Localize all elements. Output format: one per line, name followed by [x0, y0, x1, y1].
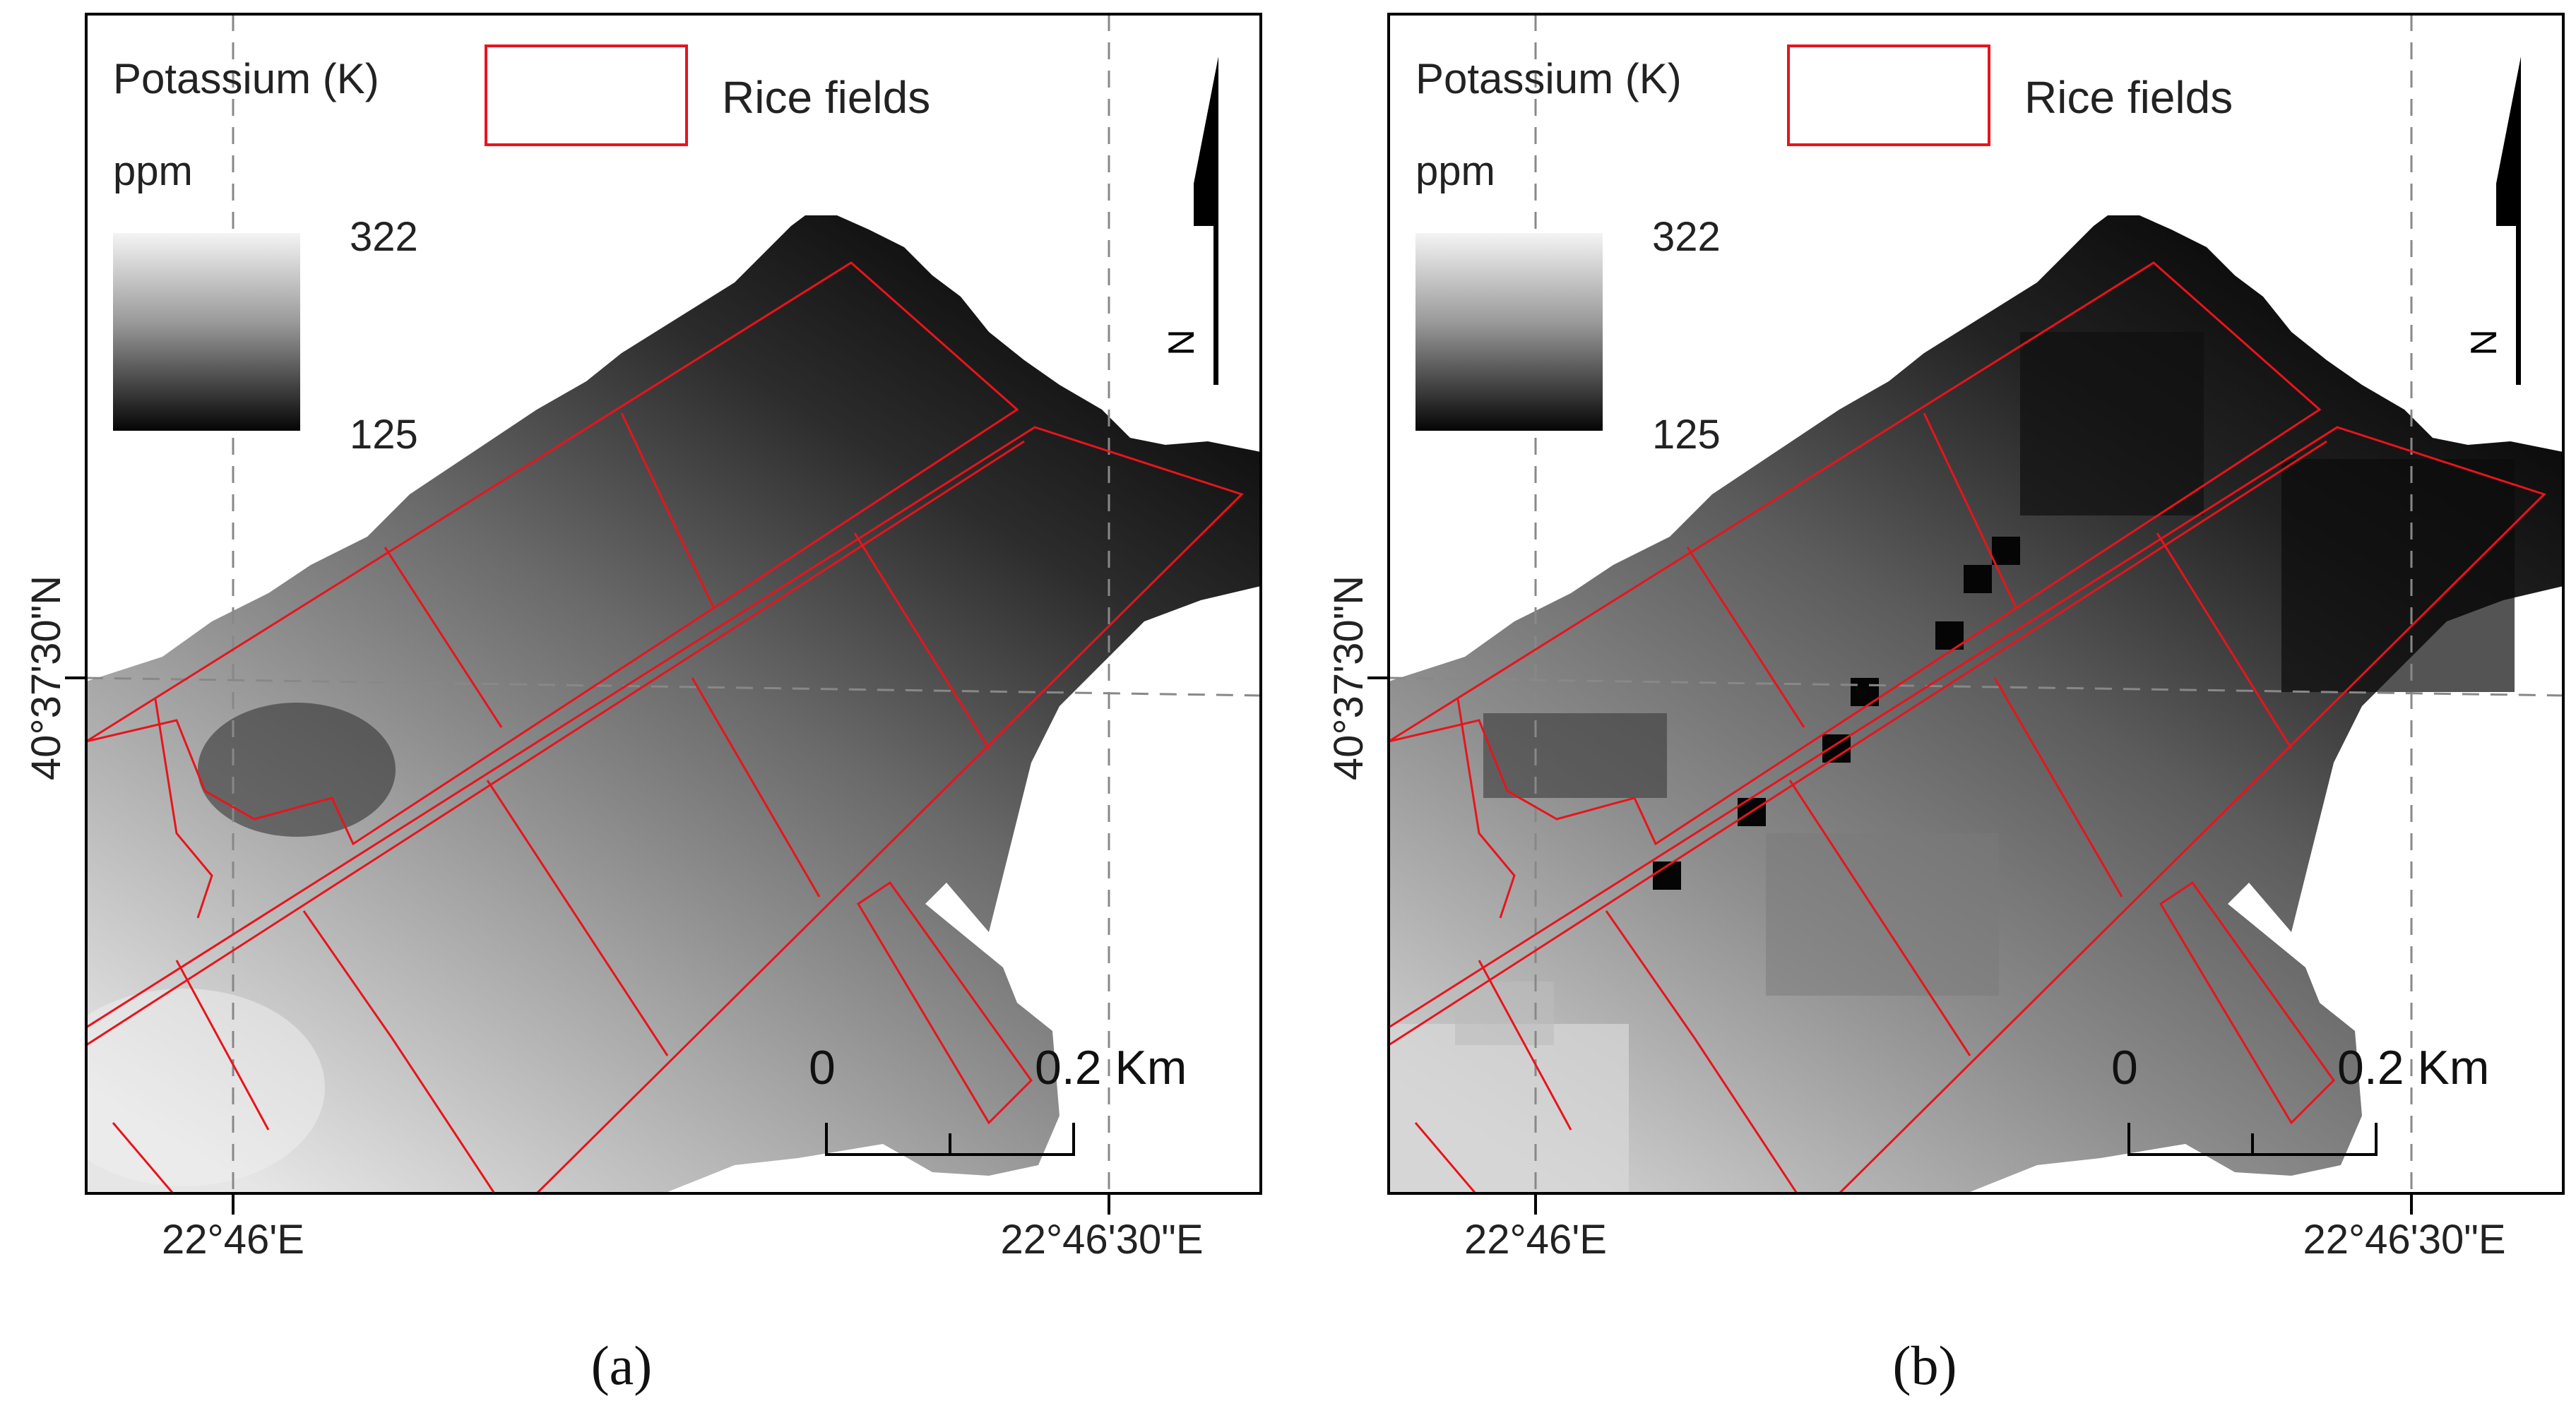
north-label: N — [1161, 329, 1202, 356]
rice-field — [1686, 547, 1805, 728]
rice-field — [1605, 910, 1798, 1194]
legend-unit: ppm — [1415, 148, 1495, 194]
rice-field — [2159, 881, 2335, 1125]
rice-field — [1388, 440, 2327, 1047]
rice-field — [1788, 780, 1971, 1056]
raster-block — [1483, 713, 1667, 798]
scale-end-label: 0.2 Km — [1035, 1041, 1187, 1095]
rice-field — [85, 261, 1019, 846]
north-arrow-icon — [2496, 56, 2521, 385]
raster-block — [1964, 565, 1992, 593]
rice-field — [1478, 960, 1572, 1131]
raster-block — [1766, 833, 1999, 996]
raster-block — [1389, 1024, 1629, 1193]
rice-field — [486, 780, 669, 1056]
legend-max-label: 322 — [1652, 214, 1721, 260]
rice-field — [856, 881, 1033, 1125]
rice-field — [112, 1122, 174, 1194]
legend-rice-field-swatch — [485, 44, 688, 146]
legend-rice-field-swatch — [1787, 44, 1990, 146]
lon-label-east: 22°46'30"E — [1000, 1217, 1203, 1263]
scale-start-label: 0 — [2111, 1041, 2138, 1095]
scale-bar: 0 0.2 Km — [2111, 1041, 2489, 1156]
panel-caption: (a) — [591, 1335, 653, 1396]
rice-field — [1993, 677, 2123, 898]
rice-field — [1456, 698, 1516, 919]
raster-block — [2281, 459, 2515, 692]
legend-max-label: 322 — [350, 214, 418, 260]
raster-block — [1992, 537, 2020, 565]
panel-caption: (b) — [1893, 1335, 1957, 1396]
rice-field — [154, 698, 213, 919]
legend-color-ramp — [1415, 233, 1603, 431]
scale-end-label: 0.2 Km — [2337, 1041, 2489, 1095]
legend-rice-field-label: Rice fields — [722, 72, 930, 123]
rice-field — [302, 910, 496, 1194]
legend: Potassium (K) ppm 322 125 Rice fields — [1415, 44, 2233, 458]
rice-field — [175, 960, 270, 1131]
scale-bar: 0 0.2 Km — [809, 1041, 1187, 1156]
rice-field — [2156, 532, 2293, 749]
raster-block — [1851, 678, 1879, 706]
lon-label-west: 22°46'E — [162, 1217, 304, 1263]
rice-field — [85, 426, 1244, 1195]
rice-field — [1414, 1122, 1477, 1194]
raster-block — [1455, 982, 1554, 1045]
legend: Potassium (K) ppm 322 125 Rice fields — [113, 44, 930, 458]
north-arrow-icon — [1194, 56, 1218, 385]
lon-label-west: 22°46'E — [1464, 1217, 1607, 1263]
lon-label-east: 22°46'30"E — [2303, 1217, 2505, 1263]
rice-field — [384, 547, 503, 728]
rice-field — [620, 412, 715, 608]
legend-title: Potassium (K) — [1415, 55, 1682, 102]
legend-unit: ppm — [113, 148, 193, 194]
rice-field — [85, 440, 1025, 1047]
north-label: N — [2464, 329, 2505, 356]
lat-label: 40°37'30"N — [1326, 576, 1372, 780]
map-panel-b: Potassium (K) ppm 322 125 Rice fields N … — [1326, 13, 2565, 1396]
north-arrow: N — [2464, 56, 2521, 385]
rice-field — [691, 677, 821, 898]
north-arrow: N — [1161, 56, 1218, 385]
scale-start-label: 0 — [809, 1041, 836, 1095]
legend-title: Potassium (K) — [113, 55, 379, 102]
legend-color-ramp — [113, 233, 300, 431]
potassium-raster — [86, 215, 1261, 1193]
raster-layer — [86, 14, 1261, 1193]
rice-field — [1388, 426, 2546, 1195]
rice-field-polygons — [1388, 261, 2546, 1195]
raster-dark-patch — [198, 703, 396, 837]
rice-field — [853, 532, 990, 749]
rice-field — [1388, 261, 2322, 846]
potassium-raster — [1389, 215, 2563, 1193]
lat-label: 40°37'30"N — [23, 576, 69, 780]
legend-min-label: 125 — [1652, 412, 1721, 458]
map-panel-a: Potassium (K) ppm 322 125 Rice fields N … — [23, 13, 1262, 1396]
map-frame — [1387, 13, 2565, 1195]
raster-block — [2020, 332, 2204, 515]
legend-rice-field-label: Rice fields — [2024, 72, 2233, 123]
legend-min-label: 125 — [350, 412, 418, 458]
raster-layer — [1389, 14, 2563, 1193]
rice-field-polygons — [85, 261, 1244, 1195]
rice-field — [1923, 412, 2017, 608]
raster-light-patch — [86, 989, 325, 1186]
map-frame — [85, 13, 1262, 1195]
